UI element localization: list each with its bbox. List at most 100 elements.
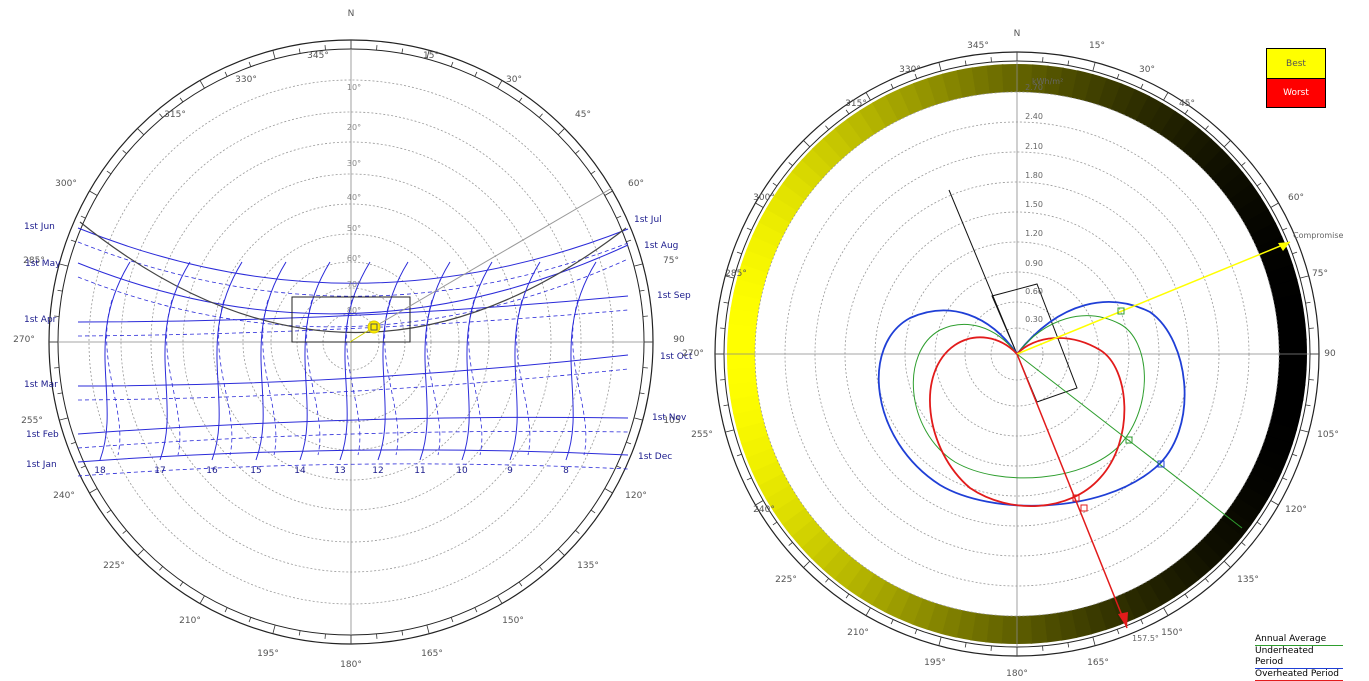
right-tick-140: [1205, 578, 1208, 582]
left-tick-125: [591, 510, 595, 513]
left-tick-235: [107, 510, 111, 513]
legend-underheated-period: Underheated Period: [1255, 646, 1343, 669]
altitude-label-6: 70°: [347, 280, 361, 289]
ring-segment-264: [727, 366, 756, 384]
right-tick-100: [1306, 405, 1311, 406]
left-tick-110: [626, 442, 631, 444]
ring-segment-174: [1029, 615, 1047, 644]
right-tick-160: [1117, 629, 1119, 634]
optimum-angle-label: 157.5°: [1132, 634, 1159, 643]
right-azimuth-label-7: 60°: [1288, 193, 1304, 203]
hour-label-10: 8: [563, 466, 569, 476]
left-tick-350: [299, 49, 300, 54]
radial-label-5: 1.20: [1025, 229, 1043, 238]
left-tick-230: [123, 530, 127, 533]
hour-line-4: [300, 262, 330, 460]
right-tick-290: [737, 252, 742, 254]
right-tick-190: [965, 643, 966, 648]
left-tick-50: [575, 150, 579, 153]
right-tick-200: [915, 629, 917, 634]
right-tick-220: [825, 578, 828, 582]
hour-label-9: 9: [507, 466, 513, 476]
hour-line-9: [510, 262, 540, 460]
altitude-label-0: 10°: [347, 83, 361, 92]
legend-overheated-period: Overheated Period: [1255, 669, 1343, 681]
left-tick-135: [558, 549, 564, 555]
left-tick-45: [558, 128, 564, 134]
left-tick-240: [89, 489, 97, 494]
hour-label-8: 10: [456, 466, 468, 476]
left-tick-40: [539, 114, 542, 118]
right-tick-230: [789, 542, 793, 545]
left-tick-30: [498, 80, 503, 88]
right-tick-80: [1306, 302, 1311, 303]
left-azimuth-label-22: 180°: [340, 660, 362, 670]
left-azimuth-label-0: 345°: [307, 51, 329, 61]
month-path-dashed-3: [78, 369, 628, 400]
annual-curve: [913, 316, 1144, 478]
altitude-label-7: 80°: [347, 306, 361, 315]
left-azimuth-label-5: 45°: [575, 110, 591, 120]
right-tick-280: [724, 302, 729, 303]
right-azimuth-label-2: 330°: [899, 65, 921, 75]
radial-label-6: 0.90: [1025, 259, 1043, 268]
left-tick-225: [137, 549, 143, 555]
hour-label-3: 15: [250, 466, 261, 476]
month-path-dashed-1: [78, 259, 628, 327]
best-key: Best: [1267, 49, 1325, 79]
left-azimuth-label-15: 120°: [625, 491, 647, 501]
right-tick-125: [1257, 522, 1261, 525]
month-label-right-1: 1st Aug: [644, 241, 678, 251]
ring-segment-267: [727, 353, 755, 370]
hour-label-4: 14: [294, 466, 306, 476]
left-tick-260: [58, 393, 63, 394]
right-tick-150: [1164, 608, 1169, 616]
right-azimuth-label-21: 165°: [1087, 658, 1109, 668]
left-tick-250: [71, 442, 76, 444]
hour-line-dashed-4: [307, 300, 320, 455]
compromise-label: Compromise: [1293, 231, 1344, 240]
right-tick-170: [1068, 643, 1069, 648]
left-azimuth-label-12: 255°: [21, 416, 43, 426]
right-azimuth-label-0: 345°: [967, 41, 989, 51]
left-tick-65: [617, 216, 622, 218]
left-tick-200: [249, 617, 251, 622]
right-azimuth-label-18: 210°: [847, 628, 869, 638]
legend: Annual Average Underheated Period Overhe…: [1255, 634, 1343, 681]
right-tick-75: [1300, 276, 1309, 278]
left-tick-330: [200, 80, 205, 88]
left-tick-130: [575, 530, 579, 533]
right-azimuth-label-3: 30°: [1139, 65, 1155, 75]
right-tick-25: [1141, 84, 1143, 89]
left-tick-290: [71, 240, 76, 242]
right-azimuth-label-12: 255°: [691, 430, 713, 440]
right-tick-50: [1241, 162, 1245, 165]
radial-label-2: 2.10: [1025, 142, 1043, 151]
ring-segment-354: [987, 64, 1005, 93]
left-tick-280: [58, 290, 63, 291]
left-tick-295: [81, 216, 86, 218]
right-tick-15: [1093, 62, 1095, 71]
sun-position-marker[interactable]: [368, 321, 380, 333]
left-azimuth-label-2: 330°: [235, 75, 257, 85]
right-azimuth-label-6: 300°: [753, 193, 775, 203]
right-tick-335: [891, 84, 893, 89]
right-tick-215: [846, 594, 849, 598]
sun-path-diagram: N345°15°330°30°315°45°300°60°285°75°270°…: [13, 9, 693, 670]
right-azimuth-label-14: 240°: [753, 505, 775, 515]
right-azimuth-label-20: 195°: [924, 658, 946, 668]
hour-line-6: [378, 262, 408, 460]
month-label-right-4: 1st Nov: [652, 413, 687, 423]
right-tick-295: [747, 228, 752, 230]
right-azimuth-label-11: 90: [1324, 349, 1336, 359]
overheated-curve: [930, 337, 1124, 506]
right-tick-10: [1068, 61, 1069, 66]
left-tick-160: [451, 617, 453, 622]
left-azimuth-label-17: 135°: [577, 561, 599, 571]
hour-label-6: 12: [372, 466, 383, 476]
hour-label-1: 17: [154, 466, 165, 476]
left-tick-145: [519, 582, 522, 586]
left-tick-170: [402, 631, 403, 636]
hour-line-3: [256, 262, 286, 460]
left-azimuth-label-6: 300°: [55, 179, 77, 189]
